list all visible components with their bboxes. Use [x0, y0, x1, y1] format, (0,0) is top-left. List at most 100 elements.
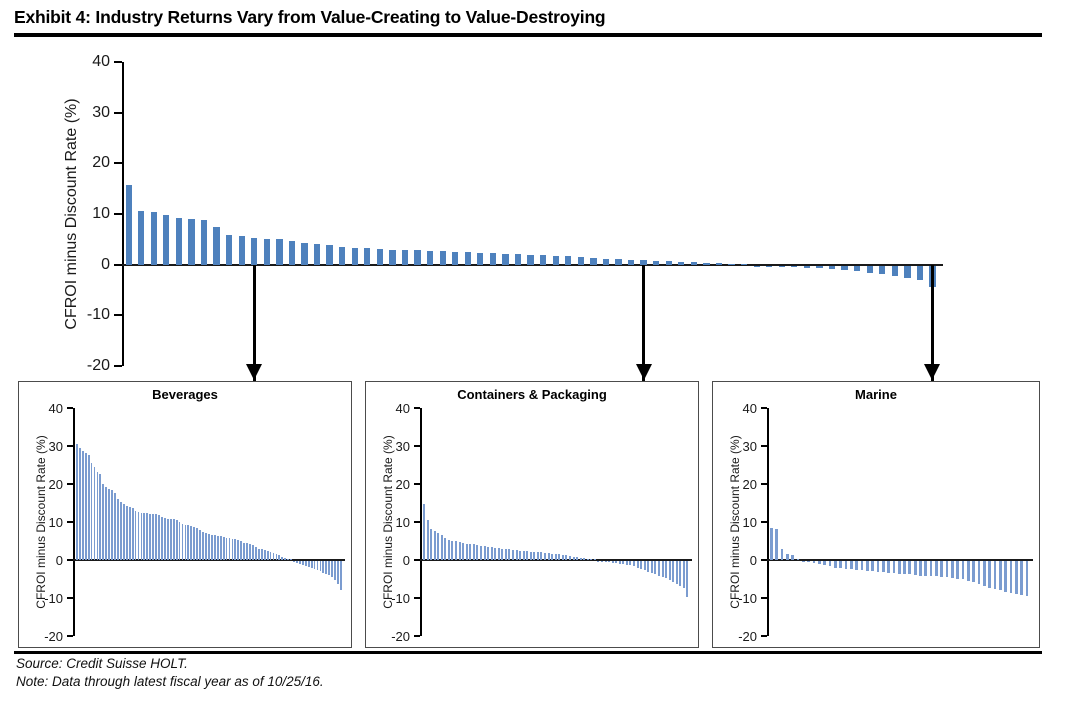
- bar: [296, 560, 298, 564]
- bar: [293, 560, 295, 562]
- bar: [529, 551, 532, 560]
- bar: [801, 560, 805, 562]
- bar: [426, 520, 429, 560]
- bar: [597, 560, 600, 562]
- bar: [340, 560, 342, 590]
- bar: [522, 550, 525, 560]
- bar: [828, 560, 832, 567]
- y-tick-mark: [114, 61, 122, 63]
- bar: [650, 560, 653, 574]
- y-tick-mark: [67, 635, 73, 637]
- bar: [552, 255, 559, 265]
- bar: [536, 552, 539, 560]
- bar: [879, 265, 886, 275]
- bar: [140, 512, 143, 560]
- bar: [150, 212, 157, 265]
- bar: [111, 490, 113, 560]
- bar: [281, 556, 284, 560]
- y-tick-label: 10: [48, 514, 63, 530]
- bar: [540, 552, 543, 560]
- arrow-shaft-to-beverages: [253, 264, 256, 404]
- y-tick-label: -10: [391, 590, 410, 606]
- bar: [940, 560, 944, 578]
- y-tick-mark: [67, 521, 73, 523]
- bar: [636, 560, 639, 568]
- y-tick-label: 0: [749, 552, 757, 568]
- bar: [514, 254, 522, 265]
- bar: [458, 542, 461, 560]
- bar: [775, 529, 778, 560]
- bar: [565, 256, 572, 265]
- bar: [803, 265, 811, 268]
- bar: [146, 513, 149, 560]
- y-tick-label: -20: [86, 357, 110, 374]
- bar: [561, 554, 564, 560]
- main-plot-area: 40 30 20 10 0 -10 -20: [0, 40, 1080, 381]
- main-industry-chart: CFROI minus Discount Rate (%) 40 30 20 10 0-…: [0, 40, 1080, 381]
- y-tick-label: 30: [48, 438, 63, 454]
- bar: [78, 447, 81, 560]
- zero-axis-line: [122, 263, 943, 266]
- bar: [99, 474, 102, 560]
- bar: [290, 559, 292, 560]
- bar: [472, 544, 475, 560]
- bar: [278, 555, 281, 560]
- bar: [866, 265, 873, 273]
- y-tick-label: -10: [86, 306, 110, 324]
- bar: [199, 530, 202, 560]
- y-tick-label: 30: [395, 438, 410, 454]
- bar: [193, 526, 196, 560]
- bar: [791, 554, 794, 560]
- bar: [389, 249, 396, 265]
- bar: [657, 560, 660, 576]
- bar: [269, 552, 272, 560]
- bar: [426, 250, 434, 265]
- arrow-head-to-marine: [924, 364, 941, 380]
- y-tick-mark: [761, 445, 767, 447]
- bar: [643, 560, 646, 571]
- bar: [326, 245, 333, 265]
- bar: [1015, 560, 1018, 594]
- bar: [477, 252, 484, 265]
- y-tick-label: -20: [391, 628, 410, 644]
- bar: [661, 560, 664, 577]
- bar: [629, 560, 632, 566]
- bar: [213, 227, 220, 265]
- bar: [339, 247, 346, 265]
- bar: [76, 444, 78, 560]
- y-tick-mark: [414, 445, 420, 447]
- bar: [163, 215, 170, 265]
- bar: [184, 524, 187, 560]
- bar: [149, 513, 152, 560]
- bar: [615, 259, 622, 265]
- bar: [439, 251, 446, 265]
- bar: [653, 260, 660, 265]
- bar: [331, 560, 334, 578]
- bar: [128, 506, 131, 560]
- bar: [565, 555, 568, 560]
- y-tick-label: 0: [101, 255, 110, 273]
- bar: [828, 265, 836, 270]
- bar: [430, 529, 433, 560]
- bar: [796, 559, 800, 560]
- bar: [1004, 560, 1008, 592]
- y-tick-mark: [761, 407, 767, 409]
- bar: [287, 558, 290, 560]
- bar: [816, 265, 823, 269]
- bar: [817, 560, 821, 565]
- bar: [96, 472, 99, 560]
- bar: [668, 560, 671, 580]
- bar: [876, 560, 880, 573]
- bar: [158, 514, 160, 560]
- bar: [117, 499, 119, 560]
- bar: [977, 560, 981, 585]
- bar: [351, 247, 358, 265]
- containers-packaging-panel: Containers & Packaging CFROI minus Disco…: [365, 381, 699, 648]
- bar: [945, 560, 949, 578]
- y-tick-label: 10: [395, 514, 410, 530]
- bar: [152, 514, 155, 560]
- bar: [310, 560, 313, 569]
- y-tick-label: -10: [738, 590, 757, 606]
- bar: [251, 237, 258, 265]
- bar: [440, 534, 443, 560]
